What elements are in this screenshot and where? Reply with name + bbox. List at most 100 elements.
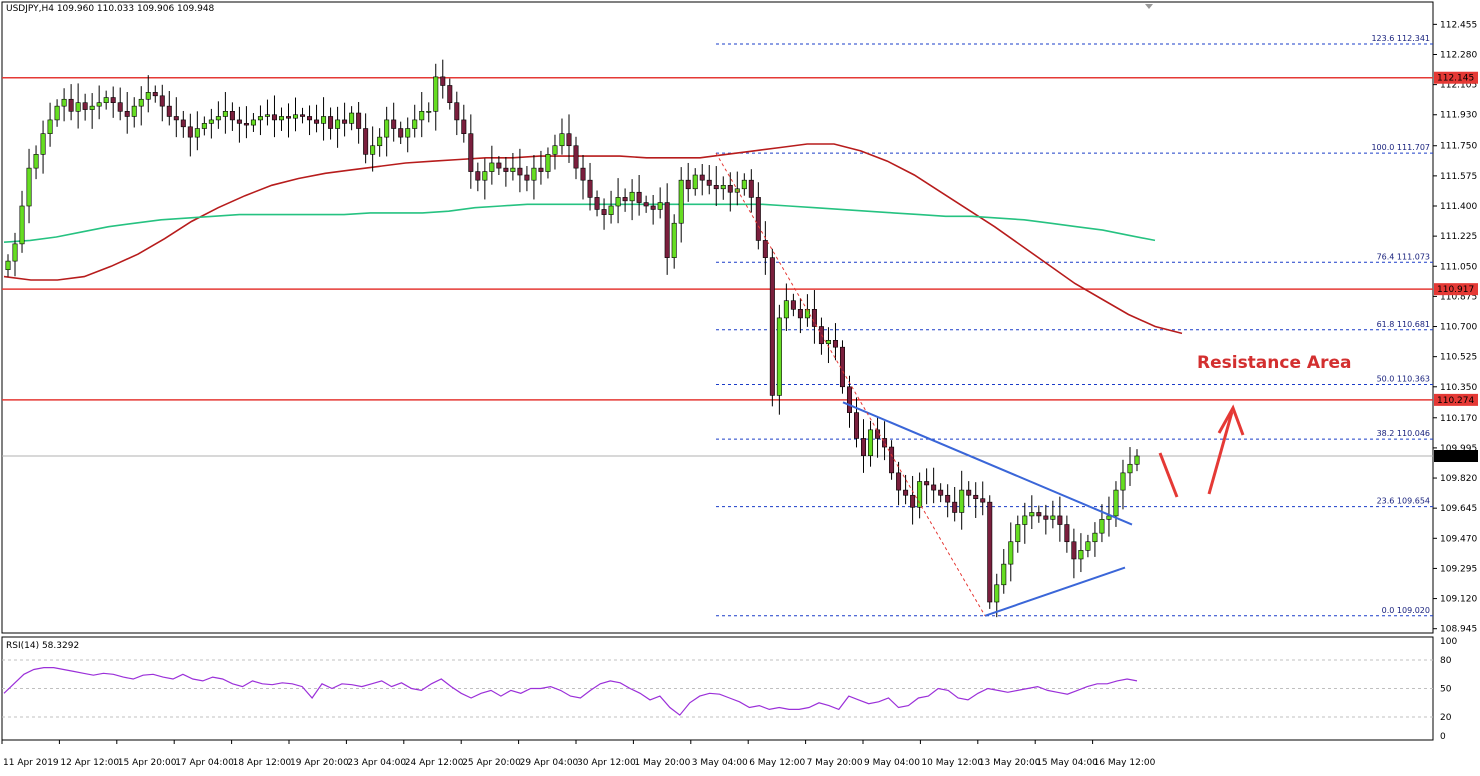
x-tick-label: 30 Apr 12:00 — [577, 758, 636, 768]
candle-body — [103, 97, 109, 103]
candle-body — [980, 498, 986, 503]
candle-body — [882, 438, 888, 448]
rsi-line — [3, 666, 1138, 716]
y-tick-label: 109.120 — [1440, 595, 1477, 605]
candle-body — [1127, 463, 1133, 474]
candle-body — [811, 309, 817, 327]
fib-level-label: 50.0 110.363 — [1377, 375, 1430, 384]
candle-body — [321, 116, 327, 124]
candle-body — [208, 119, 214, 124]
triangle-lower-trendline — [984, 566, 1126, 617]
candle-body — [250, 119, 256, 126]
candle-body — [405, 128, 411, 138]
x-tick-label: 18 Apr 12:00 — [233, 758, 292, 768]
candle-body — [180, 119, 186, 128]
x-tick-label: 25 Apr 20:00 — [462, 758, 521, 768]
candle-body — [377, 136, 383, 147]
candle-body — [797, 309, 803, 319]
candle-body — [433, 76, 439, 112]
candle-body — [75, 102, 81, 112]
candle-body — [384, 119, 390, 138]
candle-body — [19, 205, 25, 245]
candle-body — [159, 95, 165, 107]
candle-body — [426, 111, 432, 113]
candle-body — [643, 202, 649, 207]
candle-body — [615, 197, 621, 207]
x-tick-label: 6 May 12:00 — [749, 758, 805, 768]
candle-body — [650, 205, 656, 210]
candle-body — [987, 501, 993, 603]
candle-body — [629, 191, 635, 202]
candle-body — [40, 133, 46, 155]
candle-body — [994, 584, 1000, 603]
candle-body — [1050, 515, 1056, 520]
candle-body — [370, 145, 376, 155]
candle-body — [839, 346, 845, 388]
candle-body — [1071, 541, 1077, 560]
rally-arrow-head — [1217, 404, 1245, 436]
candle-body — [145, 92, 151, 100]
candle-body — [580, 167, 586, 181]
candle-body — [307, 116, 313, 121]
candle-body — [489, 162, 495, 172]
y-tick-label: 109.820 — [1440, 474, 1477, 484]
candle-body — [636, 191, 642, 203]
rsi-y-tick-label: 20 — [1440, 713, 1452, 723]
y-tick-label: 109.470 — [1440, 534, 1477, 544]
main-pane-frame — [1, 1, 1434, 634]
candle-body — [454, 102, 460, 121]
x-tick-label: 12 Apr 12:00 — [60, 758, 119, 768]
candle-body — [748, 179, 754, 198]
x-tick-label: 10 May 12:00 — [921, 758, 983, 768]
candle-body — [447, 85, 453, 103]
candle-body — [1106, 515, 1112, 520]
triangle-upper-trendline — [842, 401, 1133, 526]
candle-body — [349, 112, 355, 124]
candle-body — [678, 179, 684, 224]
candle-body — [117, 102, 123, 112]
candle-body — [82, 102, 88, 110]
candle-body — [300, 114, 306, 117]
candle-body — [889, 446, 895, 474]
candle-body — [166, 105, 172, 117]
candle-body — [720, 185, 726, 190]
candle-body — [727, 185, 733, 193]
candle-body — [201, 123, 207, 129]
candle-body — [1015, 524, 1021, 543]
candle-body — [110, 97, 116, 103]
candle-body — [699, 174, 705, 181]
candle-body — [363, 128, 369, 155]
fib-trendline — [715, 152, 986, 617]
x-tick-label: 15 Apr 20:00 — [118, 758, 177, 768]
fib-level-label: 76.4 111.073 — [1377, 252, 1430, 261]
candle-body — [517, 167, 523, 176]
rsi-y-tick-label: 80 — [1440, 656, 1452, 666]
pullback-arrow-line — [1158, 452, 1179, 498]
candle-body — [257, 116, 263, 121]
candle-body — [917, 481, 923, 508]
candle-body — [222, 111, 228, 117]
scroll-marker-icon — [1145, 4, 1153, 9]
x-tick-label: 13 May 20:00 — [979, 758, 1041, 768]
y-tick-label: 109.645 — [1440, 504, 1477, 514]
candle-body — [89, 105, 95, 110]
candle-body — [854, 412, 860, 439]
x-tick-label: 23 Apr 04:00 — [347, 758, 406, 768]
x-tick-label: 9 May 04:00 — [864, 758, 920, 768]
chart-header: USDJPY,H4 109.960 110.033 109.906 109.94… — [6, 4, 215, 14]
candle-body — [692, 174, 698, 190]
candle-body — [524, 174, 530, 181]
fib-level-label: 0.0 109.020 — [1382, 606, 1430, 615]
candle-body — [475, 171, 481, 181]
candle-body — [825, 340, 831, 345]
candle-body — [1022, 515, 1028, 525]
y-tick-label: 110.875 — [1440, 292, 1477, 302]
candle-body — [538, 167, 544, 172]
candle-body — [924, 481, 930, 486]
candle-body — [482, 171, 488, 181]
candle-body — [1057, 515, 1063, 525]
candle-body — [12, 243, 18, 262]
horizontal-level-badge — [1434, 283, 1478, 296]
y-tick-label: 110.700 — [1440, 323, 1477, 333]
